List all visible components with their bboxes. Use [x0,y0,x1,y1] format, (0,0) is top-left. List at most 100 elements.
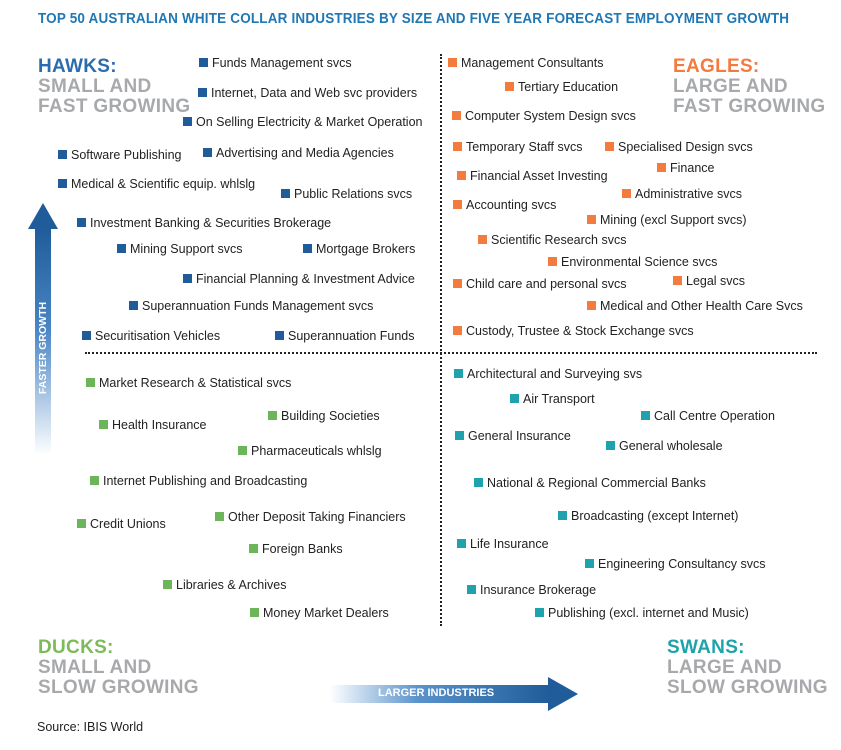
larger-industries-arrow: LARGER INDUSTRIES [330,677,578,711]
hawks-item-label: Investment Banking & Securities Brokerag… [90,216,332,230]
swans-item-label: Broadcasting (except Internet) [571,509,739,523]
eagles-item: Administrative svcs [622,187,742,201]
swans-item: Broadcasting (except Internet) [558,509,738,523]
eagles-marker [587,301,596,310]
swans-item: Publishing (excl. internet and Music) [535,606,749,620]
swans-item-label: Air Transport [523,392,595,406]
hawks-item-label: On Selling Electricity & Market Operatio… [196,115,423,129]
eagles-marker [622,189,631,198]
hawks-item-label: Advertising and Media Agencies [216,146,394,160]
ducks-item: Market Research & Statistical svcs [86,376,291,390]
hawks-item-label: Superannuation Funds [288,329,415,343]
hawks-item: Superannuation Funds [275,329,414,343]
eagles-item-label: Medical and Other Health Care Svcs [600,299,803,313]
eagles-marker [478,235,487,244]
hawks-item: Public Relations svcs [281,187,412,201]
swans-marker [474,478,483,487]
ducks-item-label: Internet Publishing and Broadcasting [103,474,308,488]
hawks-marker [58,150,67,159]
ducks-marker [99,420,108,429]
hawks-marker [117,244,126,253]
eagles-item-label: Legal svcs [686,274,746,288]
eagles-marker [453,279,462,288]
eagles-item-label: Computer System Design svcs [465,109,636,123]
eagles-marker [548,257,557,266]
eagles-item-label: Mining (excl Support svcs) [600,213,747,227]
eagles-marker [453,326,462,335]
swans-item: General wholesale [606,439,723,453]
eagles-marker [453,200,462,209]
hawks-heading: HAWKS: [38,56,117,77]
swans-item-label: Insurance Brokerage [480,583,597,597]
hawks-item: Software Publishing [58,148,181,162]
vertical-divider [440,54,442,626]
ducks-item-label: Pharmaceuticals whlslg [251,444,382,458]
hawks-item-label: Funds Management svcs [212,56,352,70]
swans-item-label: Architectural and Surveying svs [467,367,643,381]
hawks-marker [82,331,91,340]
eagles-item: Mining (excl Support svcs) [587,213,747,227]
eagles-item-label: Tertiary Education [518,80,619,94]
eagles-item-label: Financial Asset Investing [470,169,608,183]
eagles-item: Tertiary Education [505,80,618,94]
eagles-item-label: Custody, Trustee & Stock Exchange svcs [466,324,694,338]
hawks-item-label: Public Relations svcs [294,187,413,201]
ducks-marker [238,446,247,455]
ducks-item: Other Deposit Taking Financiers [215,510,406,524]
ducks-subtitle-1: SMALL AND [38,657,152,678]
hawks-subtitle-2: FAST GROWING [38,96,191,117]
swans-item-label: Call Centre Operation [654,409,775,423]
eagles-marker [587,215,596,224]
arrow-up-icon [28,203,58,229]
eagles-marker [452,111,461,120]
hawks-item: Financial Planning & Investment Advice [183,272,415,286]
swans-marker [641,411,650,420]
eagles-item: Financial Asset Investing [457,169,608,183]
swans-item: Life Insurance [457,537,549,551]
horizontal-divider [85,352,817,354]
hawks-item: Mortgage Brokers [303,242,415,256]
ducks-item-label: Libraries & Archives [176,578,287,592]
swans-item: National & Regional Commercial Banks [474,476,706,490]
hawks-marker [183,117,192,126]
chart-title: TOP 50 AUSTRALIAN WHITE COLLAR INDUSTRIE… [38,11,790,27]
eagles-item: Computer System Design svcs [452,109,636,123]
ducks-item-label: Market Research & Statistical svcs [99,376,292,390]
ducks-item: Health Insurance [99,418,207,432]
swans-item: Call Centre Operation [641,409,775,423]
eagles-item-label: Specialised Design svcs [618,140,753,154]
swans-marker [510,394,519,403]
ducks-item-label: Money Market Dealers [263,606,389,620]
hawks-item-label: Superannuation Funds Management svcs [142,299,374,313]
eagles-item-label: Child care and personal svcs [466,277,627,291]
eagles-item: Specialised Design svcs [605,140,753,154]
ducks-item: Money Market Dealers [250,606,389,620]
eagles-item: Child care and personal svcs [453,277,627,291]
eagles-marker [448,58,457,67]
hawks-marker [129,301,138,310]
faster-growth-label: FASTER GROWTH [37,301,49,395]
hawks-marker [281,189,290,198]
eagles-item: Legal svcs [673,274,745,288]
eagles-item-label: Administrative svcs [635,187,742,201]
ducks-quadrant-label: DUCKS: SMALL AND SLOW GROWING [38,638,199,698]
larger-industries-arrow-shaft [330,685,550,703]
swans-marker [467,585,476,594]
swans-marker [455,431,464,440]
ducks-item: Foreign Banks [249,542,343,556]
swans-subtitle-2: SLOW GROWING [667,677,828,698]
hawks-marker [198,88,207,97]
eagles-subtitle-2: FAST GROWING [673,96,826,117]
eagles-item: Finance [657,161,714,175]
swans-subtitle-1: LARGE AND [667,657,782,678]
eagles-item: Accounting svcs [453,198,556,212]
hawks-marker [77,218,86,227]
hawks-marker [303,244,312,253]
hawks-item-label: Medical & Scientific equip. whlslg [71,177,256,191]
ducks-marker [250,608,259,617]
eagles-marker [673,276,682,285]
eagles-marker [657,163,666,172]
hawks-item-label: Mortgage Brokers [316,242,416,256]
eagles-marker [505,82,514,91]
ducks-marker [163,580,172,589]
